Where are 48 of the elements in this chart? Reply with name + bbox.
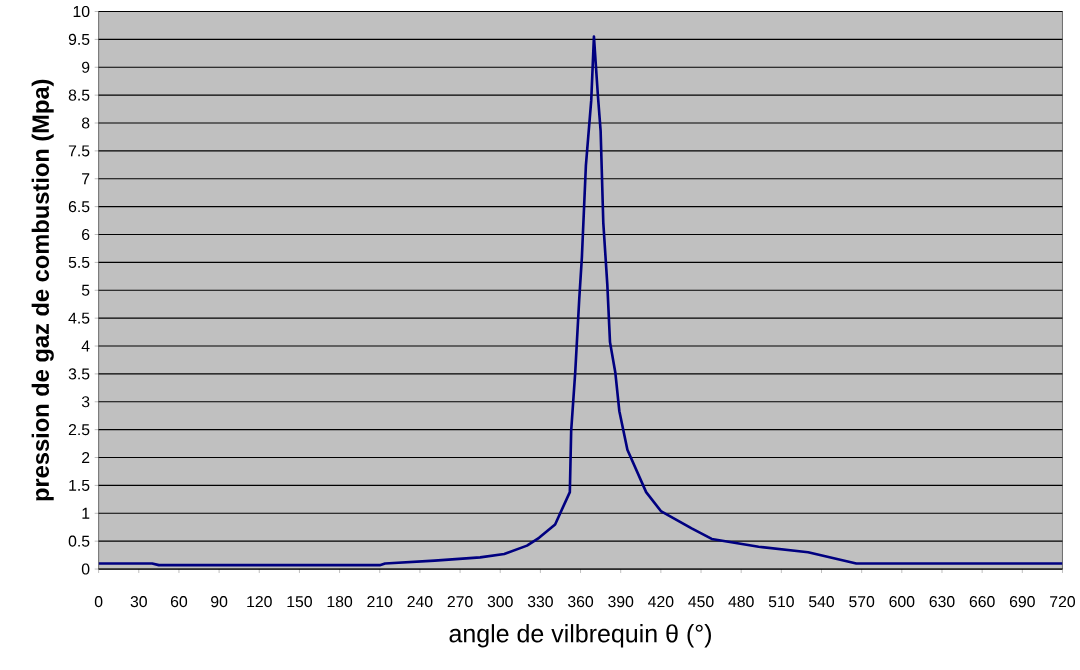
y-tick-label: 4 <box>81 340 90 352</box>
y-tick-label: 6 <box>82 229 90 241</box>
x-tick-label: 270 <box>447 596 473 608</box>
x-tick-label: 600 <box>889 596 915 608</box>
x-axis-title: angle de vilbrequin θ (°) <box>449 624 711 648</box>
x-tick-label: 630 <box>929 596 955 608</box>
y-tick-label: 8 <box>81 117 90 129</box>
y-tick-label: 8.5 <box>68 89 90 101</box>
x-tick-label: 120 <box>247 596 272 608</box>
y-tick-label: 3.5 <box>68 368 90 380</box>
y-tick-label: 3 <box>81 396 90 408</box>
x-tick-label: 390 <box>608 596 634 608</box>
y-tick-label: 2.5 <box>68 424 90 436</box>
x-tick-label: 570 <box>849 596 875 608</box>
x-tick-label: 510 <box>768 596 794 608</box>
x-tick-label: 180 <box>327 596 353 608</box>
y-tick-label: 0.5 <box>68 535 90 547</box>
y-tick-label: 0 <box>81 563 90 575</box>
x-tick-label: 0 <box>94 596 103 608</box>
y-tick-label: 5 <box>81 284 90 296</box>
x-tick-label: 420 <box>648 596 674 608</box>
x-tick-label: 480 <box>728 596 754 608</box>
x-tick-label: 360 <box>567 596 594 608</box>
x-tick-label: 90 <box>211 596 228 608</box>
x-tick-label: 660 <box>969 596 995 608</box>
x-tick-label: 720 <box>1050 596 1076 608</box>
x-tick-label: 60 <box>170 596 188 608</box>
y-axis-title: pression de gaz de combustion (Mpa) <box>31 79 54 501</box>
y-tick-label: 7 <box>82 173 90 185</box>
x-tick-label: 540 <box>808 596 835 608</box>
x-tick-label: 330 <box>527 596 553 608</box>
x-tick-label: 450 <box>688 596 714 608</box>
x-tick-label: 690 <box>1009 596 1035 608</box>
y-tick-label: 9 <box>82 61 90 74</box>
y-tick-label: 6.5 <box>68 201 90 213</box>
y-tick-label: 2 <box>82 452 90 464</box>
x-tick-label: 300 <box>487 596 513 608</box>
x-tick-label: 30 <box>130 596 147 608</box>
y-tick-label: 1.5 <box>69 480 90 492</box>
x-tick-label: 150 <box>287 596 312 608</box>
y-tick-label: 9.5 <box>68 33 90 46</box>
y-tick-label: 7.5 <box>68 145 90 157</box>
y-tick-label: 1 <box>82 508 90 519</box>
y-tick-label: 5.5 <box>68 257 90 269</box>
x-tick-label: 240 <box>407 596 433 608</box>
x-tick-label: 210 <box>367 596 393 608</box>
y-tick-label: 10 <box>73 6 90 18</box>
y-tick-label: 4.5 <box>68 312 90 324</box>
